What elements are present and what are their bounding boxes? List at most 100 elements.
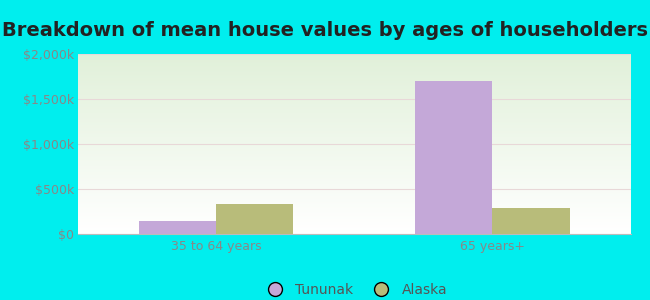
Bar	[78, 175, 630, 176]
Bar	[78, 83, 630, 84]
Bar	[78, 127, 630, 128]
Bar	[78, 93, 630, 94]
Bar	[78, 61, 630, 62]
Bar	[78, 219, 630, 220]
Bar	[78, 132, 630, 133]
Bar	[78, 215, 630, 216]
Bar	[78, 202, 630, 203]
Bar	[78, 170, 630, 171]
Bar	[78, 218, 630, 219]
Bar	[78, 110, 630, 111]
Bar	[415, 81, 493, 234]
Bar	[78, 72, 630, 73]
Bar	[78, 211, 630, 212]
Bar	[78, 220, 630, 221]
Bar	[78, 55, 630, 56]
Bar	[78, 89, 630, 90]
Bar	[78, 66, 630, 67]
Bar	[78, 165, 630, 166]
Bar	[78, 128, 630, 129]
Bar	[78, 228, 630, 229]
Bar	[78, 104, 630, 105]
Bar	[138, 220, 216, 234]
Bar	[78, 225, 630, 226]
Bar	[78, 224, 630, 225]
Bar	[78, 98, 630, 99]
Bar	[78, 57, 630, 58]
Bar	[78, 126, 630, 127]
Bar	[78, 99, 630, 100]
Bar	[78, 82, 630, 83]
Bar	[78, 118, 630, 119]
Bar	[78, 148, 630, 149]
Bar	[78, 187, 630, 188]
Bar	[78, 141, 630, 142]
Bar	[78, 138, 630, 139]
Bar	[78, 73, 630, 74]
Bar	[78, 78, 630, 79]
Bar	[78, 100, 630, 101]
Bar	[78, 146, 630, 147]
Bar	[78, 109, 630, 110]
Bar	[78, 233, 630, 234]
Bar	[78, 163, 630, 164]
Bar	[78, 188, 630, 189]
Bar	[78, 112, 630, 113]
Bar	[78, 209, 630, 210]
Bar	[78, 76, 630, 77]
Bar	[78, 101, 630, 102]
Bar	[78, 137, 630, 138]
Bar	[78, 139, 630, 140]
Bar	[78, 184, 630, 185]
Bar	[78, 161, 630, 162]
Bar	[78, 213, 630, 214]
Bar	[78, 185, 630, 186]
Bar	[78, 160, 630, 161]
Bar	[78, 203, 630, 204]
Bar	[78, 114, 630, 115]
Bar	[78, 111, 630, 112]
Bar	[78, 152, 630, 153]
Bar	[78, 97, 630, 98]
Bar	[78, 172, 630, 173]
Bar	[78, 84, 630, 85]
Bar	[78, 75, 630, 76]
Bar	[78, 193, 630, 194]
Bar	[78, 116, 630, 117]
Bar	[78, 96, 630, 97]
Bar	[78, 154, 630, 155]
Bar	[78, 189, 630, 190]
Bar	[78, 222, 630, 223]
Bar	[78, 70, 630, 71]
Bar	[78, 69, 630, 70]
Bar	[78, 227, 630, 228]
Bar	[78, 178, 630, 179]
Bar	[78, 206, 630, 207]
Bar	[78, 157, 630, 158]
Bar	[78, 199, 630, 200]
Bar	[78, 158, 630, 159]
Bar	[78, 64, 630, 65]
Bar	[78, 77, 630, 78]
Bar	[78, 180, 630, 181]
Bar	[78, 166, 630, 167]
Bar	[78, 80, 630, 81]
Bar	[78, 107, 630, 108]
Bar	[78, 120, 630, 121]
Bar	[78, 171, 630, 172]
Bar	[78, 231, 630, 232]
Bar	[78, 156, 630, 157]
Bar	[78, 145, 630, 146]
Bar	[78, 135, 630, 136]
Bar	[78, 221, 630, 222]
Bar	[78, 65, 630, 66]
Legend: Tununak, Alaska: Tununak, Alaska	[255, 278, 453, 300]
Bar	[78, 113, 630, 114]
Bar	[78, 136, 630, 137]
Bar	[78, 162, 630, 163]
Bar	[78, 216, 630, 217]
Bar	[78, 129, 630, 130]
Bar	[78, 190, 630, 191]
Bar	[78, 176, 630, 177]
Bar	[78, 59, 630, 60]
